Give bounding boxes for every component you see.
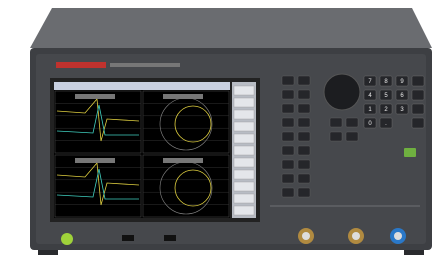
- softkey: [234, 86, 254, 95]
- button: [298, 188, 310, 197]
- button: [298, 118, 310, 127]
- button: [282, 118, 294, 127]
- button: [298, 160, 310, 169]
- button: [330, 132, 342, 141]
- button: [298, 146, 310, 155]
- button: [298, 90, 310, 99]
- button: [282, 146, 294, 155]
- usb-port: [122, 235, 134, 241]
- top-face: [30, 8, 432, 48]
- button: [346, 132, 358, 141]
- button: [282, 76, 294, 85]
- foot: [38, 250, 58, 255]
- button: [282, 188, 294, 197]
- button: [346, 118, 358, 127]
- marker-readout: [163, 94, 203, 99]
- softkey: [234, 158, 254, 167]
- button: [282, 104, 294, 113]
- softkey: [234, 182, 254, 191]
- button-green: [404, 148, 416, 157]
- connector-center: [394, 232, 402, 240]
- softkey: [234, 146, 254, 155]
- softkey: [234, 206, 254, 215]
- test-fixture-line: [270, 205, 420, 207]
- keypad-key: [412, 90, 424, 100]
- button: [282, 160, 294, 169]
- softkey: [234, 194, 254, 203]
- button: [330, 118, 342, 127]
- button: [282, 174, 294, 183]
- plot-area: [143, 91, 229, 153]
- screen-menu-bar: [54, 82, 230, 90]
- button: [298, 174, 310, 183]
- rotary-knob: [324, 74, 360, 110]
- marker-readout: [75, 158, 115, 163]
- foot: [404, 250, 424, 255]
- marker-readout: [163, 158, 203, 163]
- model-label: [110, 63, 180, 67]
- button: [298, 104, 310, 113]
- keypad-key: [412, 76, 424, 86]
- plot-area: [55, 155, 141, 217]
- keypad-key: [412, 104, 424, 114]
- button: [282, 90, 294, 99]
- instrument-photo: 7894561230.: [0, 0, 442, 267]
- softkey: [234, 98, 254, 107]
- keypad-key: [412, 118, 424, 128]
- button: [298, 76, 310, 85]
- softkey: [234, 170, 254, 179]
- button: [298, 132, 310, 141]
- plot-area: [143, 155, 229, 217]
- usb-port: [164, 235, 176, 241]
- connector-center: [352, 232, 360, 240]
- power-button: [61, 233, 73, 245]
- connector-center: [302, 232, 310, 240]
- brand-badge: [56, 62, 106, 68]
- softkey: [234, 134, 254, 143]
- softkey: [234, 122, 254, 131]
- marker-readout: [75, 94, 115, 99]
- button: [282, 132, 294, 141]
- softkey: [234, 110, 254, 119]
- plot-area: [55, 91, 141, 153]
